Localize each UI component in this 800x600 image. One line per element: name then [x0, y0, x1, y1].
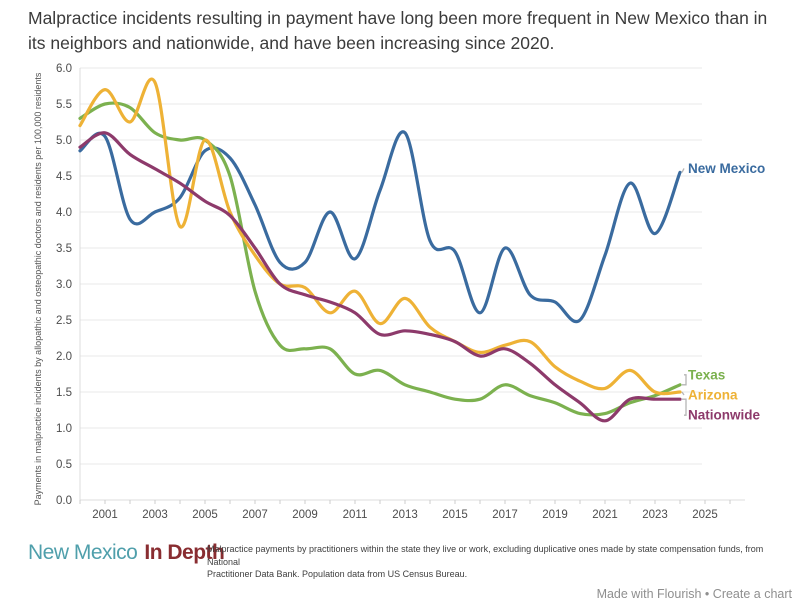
- x-tick-label: 2019: [542, 509, 568, 521]
- label-leader-line: [682, 398, 687, 416]
- label-leader-line: [682, 374, 687, 386]
- label-leader-line: [681, 168, 685, 173]
- series-label-nationwide: Nationwide: [688, 408, 760, 423]
- y-tick-label: 5.5: [56, 99, 72, 111]
- series-label-texas: Texas: [688, 367, 725, 382]
- y-tick-label: 0.0: [56, 495, 72, 507]
- series-label-new-mexico: New Mexico: [688, 161, 765, 176]
- logo-in-depth: In Depth: [144, 541, 225, 564]
- source-note: Malpractice payments by practitioners wi…: [207, 543, 795, 581]
- x-tick-label: 2021: [592, 509, 618, 521]
- x-tick-label: 2001: [92, 509, 118, 521]
- y-tick-label: 4.5: [56, 171, 72, 183]
- y-tick-label: 3.5: [56, 243, 72, 255]
- x-tick-label: 2015: [442, 509, 468, 521]
- x-tick-label: 2011: [343, 509, 368, 521]
- new-mexico-in-depth-logo: New Mexico In Depth: [28, 541, 225, 565]
- x-tick-label: 2025: [692, 509, 718, 521]
- chart-title: Malpractice incidents resulting in payme…: [28, 8, 768, 53]
- x-tick-label: 2013: [392, 509, 418, 521]
- x-tick-label: 2009: [292, 509, 318, 521]
- y-tick-label: 2.0: [56, 351, 72, 363]
- line-texas[interactable]: [78, 101, 682, 417]
- y-tick-label: 1.5: [56, 387, 72, 399]
- source-note-line1: Malpractice payments by practitioners wi…: [207, 544, 764, 567]
- y-tick-label: 4.0: [56, 207, 72, 219]
- line-nationwide[interactable]: [78, 131, 682, 423]
- x-tick-label: 2007: [242, 509, 268, 521]
- flourish-attribution-link[interactable]: Made with Flourish • Create a chart: [596, 587, 792, 600]
- x-tick-label: 2003: [142, 509, 168, 521]
- y-tick-label: 3.0: [56, 279, 72, 291]
- y-tick-label: 1.0: [56, 423, 72, 435]
- label-leader-line: [681, 391, 685, 396]
- y-tick-label: 2.5: [56, 315, 72, 327]
- y-tick-label: 6.0: [56, 63, 72, 75]
- y-tick-label: 0.5: [56, 459, 72, 471]
- y-axis-title: Payments in malpractice incidents by all…: [33, 72, 43, 506]
- source-note-line2: Practitioner Data Bank. Population data …: [207, 569, 468, 580]
- x-tick-label: 2017: [492, 509, 518, 521]
- series-label-arizona: Arizona: [688, 388, 738, 403]
- y-tick-label: 5.0: [56, 135, 72, 147]
- x-tick-label: 2023: [642, 509, 668, 521]
- x-tick-label: 2005: [192, 509, 218, 521]
- logo-new-mexico: New Mexico: [28, 541, 138, 564]
- line-arizona[interactable]: [78, 77, 682, 396]
- line-new-mexico[interactable]: [78, 130, 682, 324]
